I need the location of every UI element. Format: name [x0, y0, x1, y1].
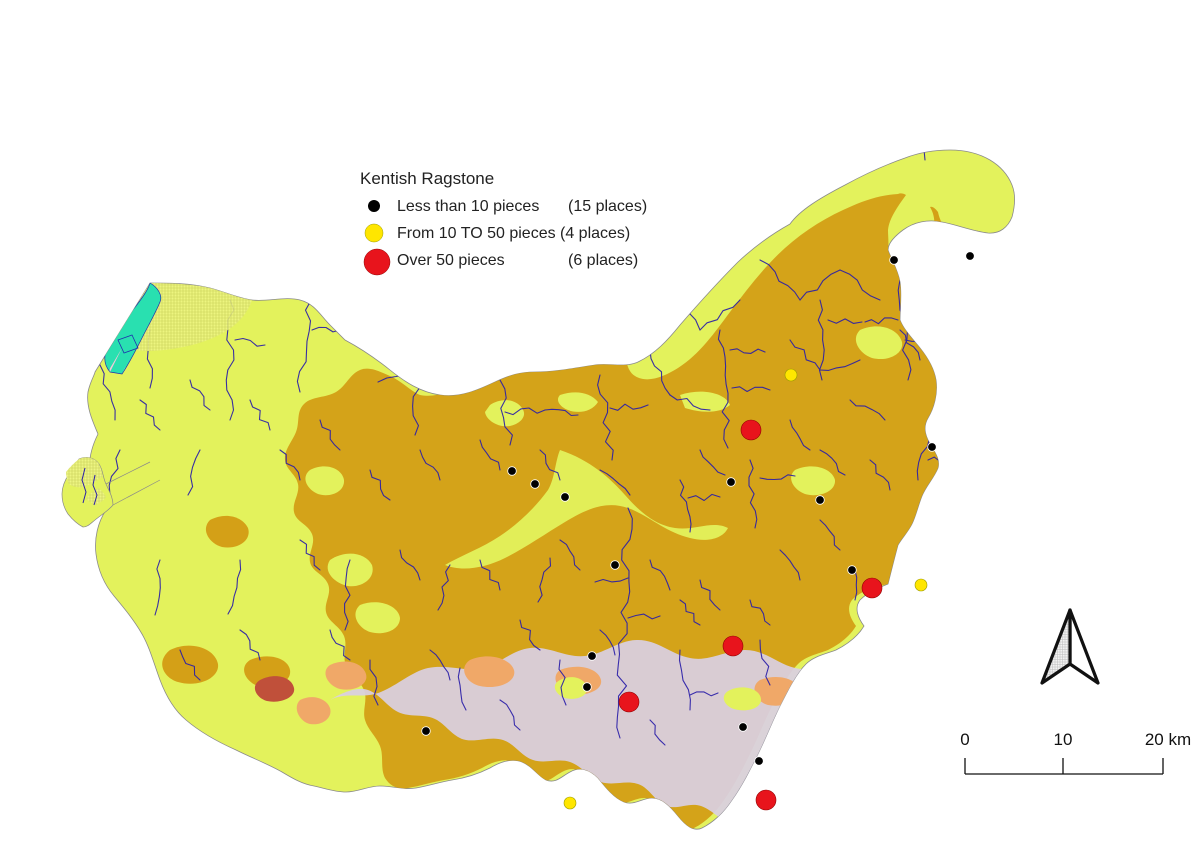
svg-text:Over 50 pieces: Over 50 pieces	[397, 252, 505, 269]
svg-text:(15 places): (15 places)	[568, 198, 647, 215]
svg-text:Less than 10 pieces: Less than 10 pieces	[397, 198, 539, 215]
svg-text:From 10 TO 50 pieces: From 10 TO 50 pieces	[397, 225, 556, 242]
svg-text:(6 places): (6 places)	[568, 252, 638, 269]
svg-text:(4 places): (4 places)	[560, 225, 630, 242]
svg-text:20 km: 20 km	[1145, 730, 1191, 749]
svg-text:Kentish Ragstone: Kentish Ragstone	[360, 169, 494, 188]
svg-text:10: 10	[1054, 730, 1073, 749]
svg-text:0: 0	[960, 730, 969, 749]
